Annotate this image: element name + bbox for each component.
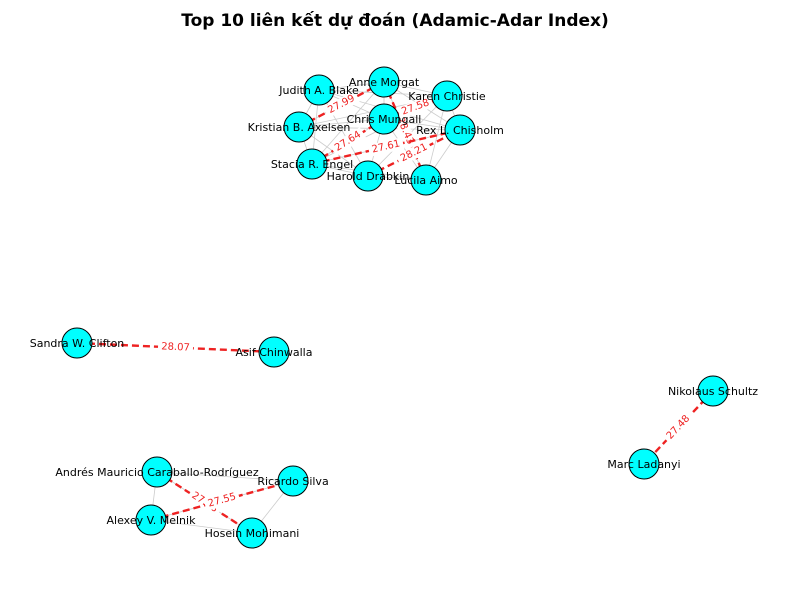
score-bg <box>367 137 405 157</box>
node-label-lucila: Lucila Aimo <box>394 174 458 187</box>
predicted-link-harold-rex <box>367 128 461 178</box>
node-harold <box>352 160 384 192</box>
predicted-score-sandra-asif: 28.07 <box>157 340 194 355</box>
node-stacia <box>296 148 328 180</box>
predicted-score-text: 28.07 <box>161 341 190 353</box>
node-label-hosein: Hosein Mohimani <box>205 527 300 540</box>
edge-judith-harold <box>318 89 369 177</box>
node-ricardo <box>277 465 309 497</box>
edge-anne-stacia <box>311 81 385 165</box>
node-label-harold: Harold Drabkin <box>327 170 410 183</box>
predicted-score-text: 27.48 <box>665 413 693 441</box>
node-alexey <box>135 504 167 536</box>
node-rex <box>444 114 476 146</box>
score-bg <box>662 410 695 445</box>
score-bg <box>397 95 434 120</box>
node-label-marc: Marc Ladanyi <box>607 458 680 471</box>
node-nikolaus <box>697 375 729 407</box>
predicted-link-stacia-rex <box>311 128 461 166</box>
nodes-layer <box>61 66 729 549</box>
node-label-rex: Rex L. Chisholm <box>416 124 504 137</box>
score-bg <box>395 139 433 167</box>
node-label-judith: Judith A. Blake <box>278 84 359 97</box>
score-bg <box>323 91 360 118</box>
node-lucila <box>410 164 442 196</box>
node-chris <box>368 103 400 135</box>
node-label-anne: Anne Morgat <box>349 76 420 89</box>
node-judith <box>303 74 335 106</box>
node-label-sandra: Sandra W. Clifton <box>30 337 125 350</box>
node-anne <box>368 66 400 98</box>
score-bg <box>157 340 194 355</box>
predicted-score-nikolaus-marc: 27.48 <box>662 410 695 445</box>
node-label-stacia: Stacia R. Engel <box>271 158 353 171</box>
node-sandra <box>61 327 93 359</box>
score-bg <box>203 490 241 511</box>
node-andres <box>141 456 173 488</box>
score-bg <box>329 127 367 156</box>
node-marc <box>628 448 660 480</box>
node-label-asif: Asif Chinwalla <box>236 346 313 359</box>
predicted-link-alexey-ricardo <box>150 479 294 522</box>
node-label-alexey: Alexey V. Melnik <box>107 514 197 527</box>
node-label-karen: Karen Christie <box>408 90 486 103</box>
node-hosein <box>236 517 268 549</box>
node-karen <box>431 80 463 112</box>
node-label-kristian: Kristian B. Axelsen <box>248 121 351 134</box>
predicted-link-anne-lucila <box>382 81 428 181</box>
predicted-score-alexey-ricardo: 27.55 <box>203 490 241 511</box>
node-label-chris: Chris Mungall <box>347 113 422 126</box>
node-label-ricardo: Ricardo Silva <box>257 475 328 488</box>
chart-title: Top 10 liên kết dự đoán (Adamic-Adar Ind… <box>181 10 609 31</box>
node-asif <box>258 336 290 368</box>
edge-andres-ricardo <box>156 471 294 482</box>
node-kristian <box>283 111 315 143</box>
predicted-score-stacia-rex: 27.61 <box>367 137 405 157</box>
node-label-nikolaus: Nikolaus Schultz <box>668 385 758 398</box>
edge-alexey-hosein <box>150 519 253 534</box>
predicted-links-layer: 28.0727.4827.0827.5527.9928.4327.5827.61… <box>76 80 714 535</box>
node-label-andres: Andrés Mauricio Caraballo-Rodríguez <box>55 466 258 479</box>
